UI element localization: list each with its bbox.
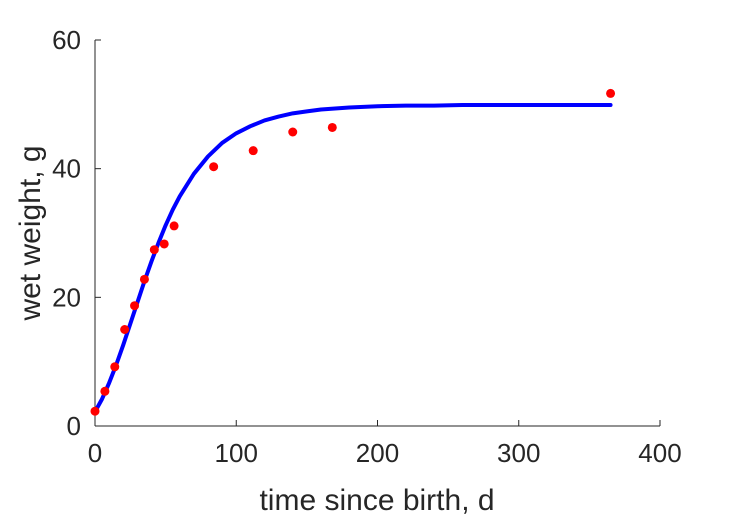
y-tick-label: 40 — [52, 154, 81, 184]
x-tick-label: 300 — [497, 438, 540, 468]
y-tick-label: 0 — [67, 411, 81, 441]
x-tick-label: 0 — [88, 438, 102, 468]
axes: 0 100 200 300 400 0 20 40 60 — [52, 25, 682, 468]
data-point — [209, 162, 219, 172]
y-tick-label: 20 — [52, 282, 81, 312]
y-tick-label: 60 — [52, 25, 81, 55]
data-point — [248, 146, 258, 156]
data-point — [110, 362, 120, 372]
fitted-curve-layer — [93, 102, 613, 414]
x-axis-label: time since birth, d — [259, 484, 494, 517]
x-tick-label: 200 — [356, 438, 399, 468]
data-point — [149, 245, 159, 255]
data-point — [169, 221, 179, 231]
data-point — [90, 406, 100, 416]
x-tick-label: 100 — [215, 438, 258, 468]
data-point — [130, 301, 140, 311]
y-axis-label: wet weight, g — [14, 145, 47, 321]
data-point — [100, 386, 110, 396]
data-point — [159, 239, 169, 249]
fitted-curve-line — [93, 102, 613, 414]
data-point — [288, 127, 298, 137]
data-point — [120, 325, 130, 334]
data-point — [327, 122, 337, 132]
x-tick-label: 400 — [638, 438, 681, 468]
data-points-layer — [90, 88, 616, 416]
axis-labels: time since birth, d wet weight, g — [14, 145, 495, 517]
data-point — [139, 274, 149, 284]
data-point — [606, 88, 616, 98]
